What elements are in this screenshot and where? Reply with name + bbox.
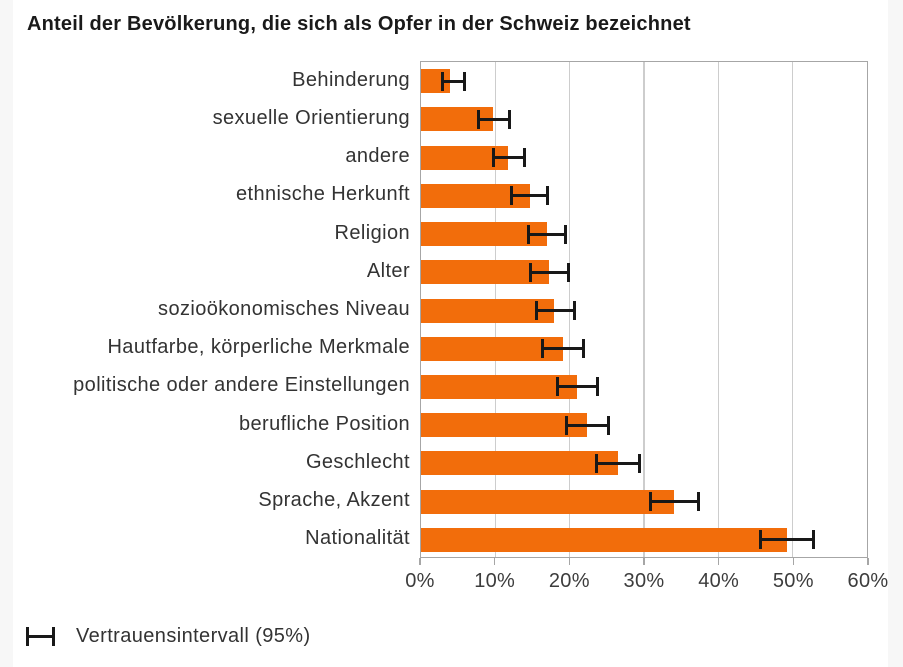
error-bar-5 [528,262,570,282]
x-tick-mark [792,558,795,565]
error-bar-4 [526,224,567,244]
bar-4[interactable] [421,222,547,247]
chart-card: Anteil der Bevölkerung, die sich als Opf… [13,0,888,667]
category-label: Hautfarbe, körperliche Merkmale [107,336,410,359]
legend: Vertrauensintervall (95%) [26,624,311,648]
gridline [717,62,720,557]
bar-7[interactable] [421,336,563,361]
x-tick-label: 40% [698,570,740,592]
error-bar-7 [541,339,586,359]
category-label: Sprache, Akzent [258,489,410,512]
bar-9[interactable] [421,413,587,438]
category-label: Alter [366,259,410,282]
chart-title: Anteil der Bevölkerung, die sich als Opf… [27,13,691,35]
error-bar-1 [476,109,511,129]
error-bar-icon [26,626,55,646]
error-bar-9 [565,415,610,435]
x-tick-label: 50% [772,570,814,592]
category-label: ethnische Herkunft [236,183,410,206]
error-bar-6 [534,301,577,320]
error-bar-11 [649,492,701,512]
category-label: sexuelle Orientierung [212,106,410,129]
category-label: andere [345,145,410,168]
category-label: Nationalität [305,527,410,550]
error-bar-2 [491,148,526,168]
error-bar-10 [594,453,642,473]
x-tick-label: 0% [405,570,435,592]
bar-12[interactable] [421,527,788,552]
error-bar-12 [759,530,815,550]
x-tick-label: 60% [847,570,889,592]
category-label: berufliche Position [238,412,410,435]
bar-5[interactable] [421,260,549,285]
category-label: Geschlecht [305,450,410,473]
bar-10[interactable] [421,451,618,476]
category-label: Behinderung [292,68,410,91]
x-tick-mark [867,558,869,565]
gridline [791,62,794,557]
x-tick-mark [493,558,496,565]
plot-area [420,61,868,558]
bar-8[interactable] [421,374,578,399]
error-bar-3 [510,186,549,206]
bar-6[interactable] [421,298,555,323]
x-tick-mark [717,558,720,565]
gridline [643,62,645,557]
x-tick-mark [643,558,645,565]
error-bar-8 [555,377,599,397]
bar-11[interactable] [421,489,675,514]
error-bar-0 [441,71,466,91]
category-label: Religion [334,221,410,244]
category-label: politische oder andere Einstellungen [73,374,410,397]
x-tick-mark [568,558,571,565]
category-label: sozioökonomisches Niveau [158,297,410,320]
x-axis: 0% 10% 20% 30% 40% 50% 60% [405,558,888,598]
category-axis-labels: Behinderung sexuelle Orientierung andere et… [13,61,410,558]
x-tick-mark [419,558,421,565]
x-tick-label: 30% [623,570,665,592]
legend-label: Vertrauensintervall (95%) [76,624,311,647]
x-tick-label: 10% [474,570,516,592]
x-tick-label: 20% [548,570,590,592]
